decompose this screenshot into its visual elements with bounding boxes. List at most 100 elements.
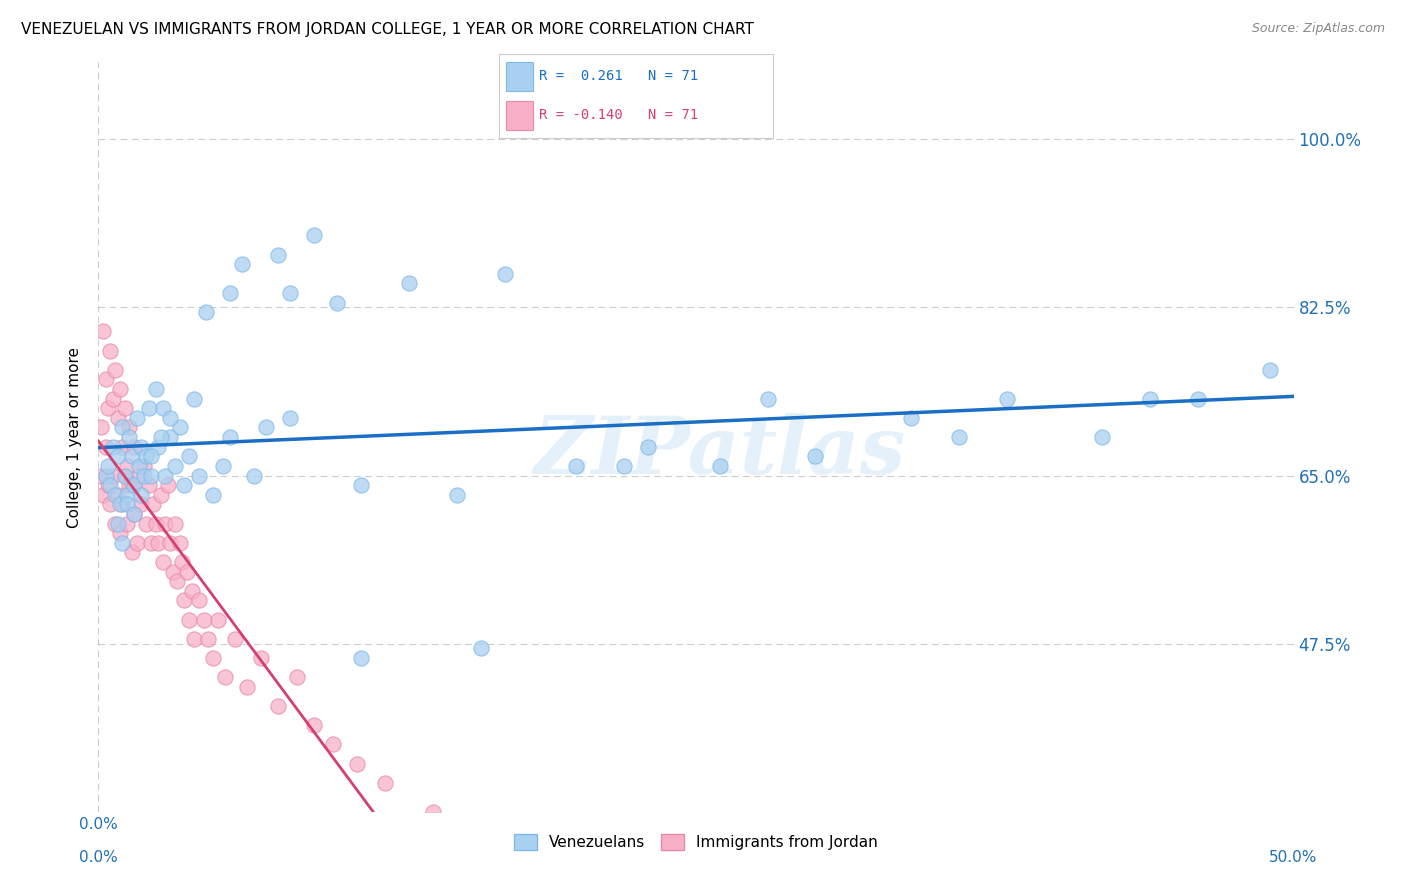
Point: [108, 382, 131, 396]
Point: [637, 440, 659, 454]
Text: 50.0%: 50.0%: [1270, 850, 1317, 865]
Point: [156, 478, 179, 492]
Point: [187, 468, 209, 483]
Point: [231, 257, 253, 271]
Point: [101, 392, 124, 406]
Point: [107, 488, 129, 502]
Point: [101, 440, 124, 454]
Point: [155, 516, 177, 531]
Point: [179, 613, 201, 627]
Point: [193, 613, 215, 627]
Point: [97, 401, 120, 416]
Point: [138, 401, 160, 416]
Point: [125, 410, 148, 425]
Point: [91, 325, 114, 339]
Point: [180, 583, 202, 598]
Point: [243, 468, 266, 483]
Point: [172, 555, 194, 569]
Point: [98, 343, 122, 358]
Point: [104, 363, 127, 377]
Point: [322, 738, 344, 752]
Point: [111, 440, 134, 454]
Point: [145, 382, 167, 396]
Point: [97, 478, 120, 492]
Point: [202, 488, 225, 502]
Point: [139, 535, 162, 549]
Point: [125, 535, 148, 549]
Point: [235, 680, 257, 694]
Point: [135, 516, 157, 531]
Point: [131, 440, 153, 454]
Point: [132, 458, 155, 473]
Point: [128, 468, 150, 483]
Point: [121, 450, 143, 464]
Point: [114, 468, 136, 483]
Point: [494, 267, 516, 281]
Point: [195, 305, 218, 319]
Point: [135, 450, 157, 464]
Point: [219, 430, 242, 444]
Point: [187, 593, 209, 607]
Point: [149, 430, 172, 444]
Text: Source: ZipAtlas.com: Source: ZipAtlas.com: [1251, 22, 1385, 36]
Point: [118, 430, 141, 444]
Point: [470, 641, 492, 656]
Point: [804, 450, 827, 464]
Text: R =  0.261   N = 71: R = 0.261 N = 71: [538, 70, 697, 83]
Text: 0.0%: 0.0%: [79, 850, 118, 865]
Point: [114, 468, 136, 483]
Point: [162, 565, 184, 579]
Point: [278, 285, 301, 300]
Point: [155, 468, 177, 483]
Point: [202, 651, 225, 665]
Point: [139, 468, 162, 483]
Point: [176, 565, 198, 579]
Point: [94, 440, 117, 454]
Point: [124, 507, 146, 521]
Point: [108, 497, 131, 511]
Point: [121, 545, 143, 559]
Point: [131, 488, 153, 502]
Point: [350, 478, 373, 492]
Bar: [506, 101, 533, 130]
Point: [224, 632, 246, 646]
Point: [219, 285, 242, 300]
Point: [115, 497, 138, 511]
Point: [350, 651, 373, 665]
Point: [1091, 430, 1114, 444]
Point: [124, 440, 146, 454]
Point: [211, 458, 233, 473]
Legend: Venezuelans, Immigrants from Jordan: Venezuelans, Immigrants from Jordan: [508, 829, 884, 856]
Point: [183, 632, 205, 646]
Point: [111, 420, 134, 434]
Point: [128, 458, 150, 473]
Point: [90, 468, 112, 483]
Point: [613, 458, 636, 473]
Point: [148, 440, 170, 454]
Point: [267, 699, 290, 714]
Point: [1139, 392, 1161, 406]
Point: [145, 516, 167, 531]
Point: [98, 478, 122, 492]
Point: [97, 458, 120, 473]
Point: [94, 468, 117, 483]
Point: [422, 805, 444, 819]
Point: [159, 410, 181, 425]
Y-axis label: College, 1 year or more: College, 1 year or more: [67, 347, 83, 527]
Point: [374, 776, 396, 790]
Point: [94, 372, 117, 386]
Point: [149, 488, 172, 502]
Point: [900, 410, 922, 425]
Point: [995, 392, 1018, 406]
Point: [1258, 363, 1281, 377]
Point: [179, 450, 201, 464]
Point: [148, 535, 170, 549]
Point: [302, 718, 325, 732]
Point: [169, 420, 191, 434]
Point: [115, 458, 138, 473]
Point: [104, 516, 127, 531]
Point: [98, 497, 122, 511]
Point: [267, 247, 290, 261]
Point: [118, 420, 141, 434]
Point: [107, 516, 129, 531]
